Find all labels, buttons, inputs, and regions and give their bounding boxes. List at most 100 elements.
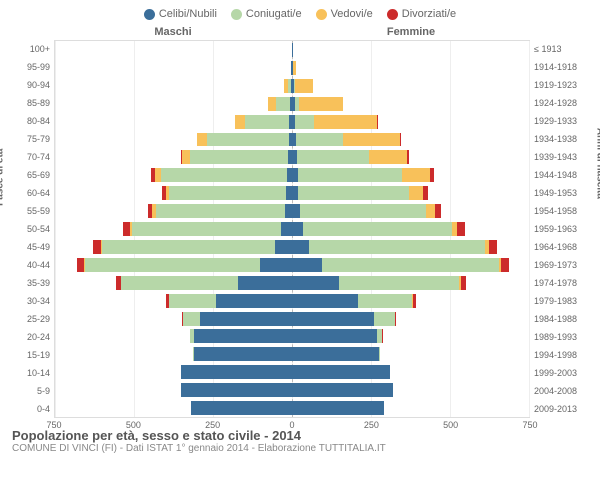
age-label: 65-69 — [12, 166, 50, 184]
age-label: 20-24 — [12, 328, 50, 346]
bar-seg — [245, 115, 289, 129]
bar-seg — [275, 240, 292, 254]
female-half — [292, 113, 529, 131]
male-half — [55, 238, 292, 256]
bar-seg — [295, 115, 314, 129]
age-label: 55-59 — [12, 202, 50, 220]
plot-area — [54, 40, 530, 418]
bar-seg — [409, 186, 423, 200]
male-bar — [55, 150, 292, 164]
male-half — [55, 328, 292, 346]
male-bar — [55, 347, 292, 361]
bar-seg — [268, 97, 276, 111]
female-half — [292, 274, 529, 292]
x-tick: 750 — [522, 420, 537, 430]
legend: Celibi/NubiliConiugati/eVedovi/eDivorzia… — [12, 8, 588, 20]
bar-seg — [369, 150, 407, 164]
bar-seg — [461, 276, 467, 290]
pyramid-row — [55, 256, 529, 274]
pyramid-row — [55, 148, 529, 166]
bar-seg — [77, 258, 84, 272]
bar-seg — [400, 133, 401, 147]
bar-seg — [292, 365, 390, 379]
age-label: 0-4 — [12, 400, 50, 418]
bar-seg — [216, 294, 292, 308]
male-half — [55, 95, 292, 113]
male-bar — [55, 329, 292, 343]
pyramid-row — [55, 328, 529, 346]
bar-seg — [197, 133, 206, 147]
year-label: 2004-2008 — [534, 382, 588, 400]
female-bar — [292, 61, 529, 75]
bar-seg — [169, 294, 216, 308]
year-label: 1969-1973 — [534, 256, 588, 274]
female-half — [292, 399, 529, 417]
legend-label: Divorziati/e — [402, 8, 456, 20]
female-bar — [292, 240, 529, 254]
bar-seg — [379, 347, 380, 361]
pyramid-row — [55, 381, 529, 399]
male-half — [55, 220, 292, 238]
female-bar — [292, 186, 529, 200]
bar-seg — [276, 97, 290, 111]
bar-seg — [121, 276, 238, 290]
male-half — [55, 41, 292, 59]
pyramid-row — [55, 184, 529, 202]
female-half — [292, 220, 529, 238]
female-bar — [292, 222, 529, 236]
legend-item: Divorziati/e — [387, 8, 456, 20]
year-label: 1989-1993 — [534, 328, 588, 346]
female-half — [292, 363, 529, 381]
legend-label: Celibi/Nubili — [159, 8, 217, 20]
bar-seg — [300, 204, 426, 218]
bar-seg — [423, 186, 428, 200]
year-label: 1974-1978 — [534, 274, 588, 292]
bar-seg — [322, 258, 499, 272]
bar-seg — [314, 115, 377, 129]
female-bar — [292, 276, 529, 290]
pyramid-row — [55, 399, 529, 417]
female-half — [292, 202, 529, 220]
female-half — [292, 131, 529, 149]
male-half — [55, 256, 292, 274]
male-bar — [55, 401, 292, 415]
pyramid-row — [55, 77, 529, 95]
female-half — [292, 148, 529, 166]
age-label: 15-19 — [12, 346, 50, 364]
male-bar — [55, 365, 292, 379]
population-pyramid-chart: Celibi/NubiliConiugati/eVedovi/eDivorzia… — [0, 0, 600, 500]
x-tick: 0 — [289, 420, 294, 430]
bar-seg — [296, 133, 343, 147]
male-half — [55, 131, 292, 149]
year-label: 1924-1928 — [534, 94, 588, 112]
age-label: 30-34 — [12, 292, 50, 310]
female-bar — [292, 383, 529, 397]
bar-seg — [292, 294, 358, 308]
bar-seg — [238, 276, 292, 290]
male-bar — [55, 383, 292, 397]
year-label: 1934-1938 — [534, 130, 588, 148]
bar-seg — [281, 222, 292, 236]
bar-seg — [457, 222, 465, 236]
bar-seg — [426, 204, 435, 218]
pyramid-row — [55, 202, 529, 220]
age-label: 35-39 — [12, 274, 50, 292]
bar-seg — [194, 329, 292, 343]
age-label: 40-44 — [12, 256, 50, 274]
year-label: 1964-1968 — [534, 238, 588, 256]
bar-seg — [207, 133, 289, 147]
bar-seg — [292, 204, 300, 218]
year-label: 1959-1963 — [534, 220, 588, 238]
year-label: 1914-1918 — [534, 58, 588, 76]
x-tick: 750 — [46, 420, 61, 430]
bar-seg — [292, 276, 339, 290]
male-half — [55, 148, 292, 166]
pyramid-row — [55, 363, 529, 381]
female-half — [292, 310, 529, 328]
male-bar — [55, 133, 292, 147]
bar-seg — [191, 401, 292, 415]
bar-seg — [292, 222, 303, 236]
bar-seg — [292, 258, 322, 272]
male-half — [55, 59, 292, 77]
pyramid-row — [55, 274, 529, 292]
